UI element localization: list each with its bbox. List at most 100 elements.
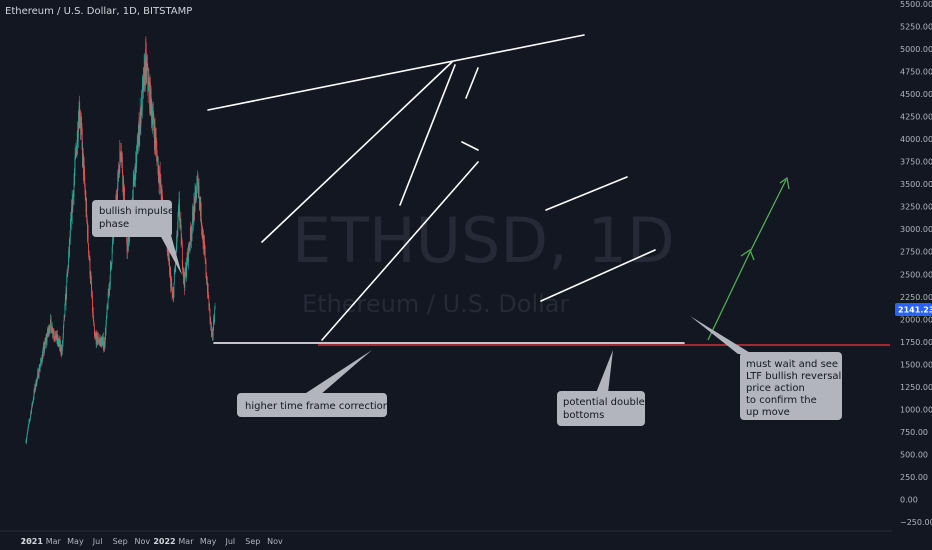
y-tick-label: 5250.00 [900,23,932,32]
candle-body [173,283,175,298]
candle-body [41,361,43,363]
price-tag: 2141.23 [895,303,932,316]
y-tick-label: −250.00 [900,518,932,527]
y-tick-label: 1750.00 [900,338,932,347]
candle-body [138,123,140,137]
candle-body [197,175,199,191]
candle-body [176,231,178,244]
candle-body [117,169,119,183]
watermark-name: Ethereum / U.S. Dollar [302,290,569,318]
callout-correction-pointer [303,350,372,395]
candle-body [150,89,152,113]
flag-upper-line[interactable] [545,176,628,211]
candle-body [49,328,50,331]
candle-body [194,191,196,211]
callout-double-bottom[interactable]: potential double bottoms [557,350,645,426]
candle-body [153,123,155,132]
candle-body [101,339,103,347]
callout-wait-line-2: LTF bullish reversal [746,371,841,382]
y-tick-label: 3500.00 [900,180,932,189]
candle-body [169,270,171,276]
candle-body [212,331,213,336]
candle-body [99,340,100,342]
callout-wait[interactable]: must wait and see LTF bullish reversal p… [690,316,842,420]
y-tick-label: 5500.00 [900,0,932,9]
candle-body [104,341,105,348]
candle-body [192,210,194,223]
candle-body [123,176,124,195]
candle-body [47,331,49,334]
candle-body [187,258,188,262]
candle-body [191,232,192,240]
callout-wait-box [740,352,842,420]
candle-body [167,256,169,259]
candle-body [87,228,89,237]
watermark-symbol: ETHUSD, 1D [292,204,675,277]
candle-body [205,260,207,274]
candle-body [180,219,182,226]
candle-body [171,283,173,290]
callout-bullish-pointer [160,235,182,275]
candle-body [136,144,138,153]
candle-body [209,303,210,309]
projection-arrow[interactable] [707,176,790,341]
candle-body [83,153,84,175]
wave-line-3[interactable] [461,141,479,151]
candle-body [116,197,117,202]
candle-body [151,112,153,126]
candle-body [137,147,139,154]
y-tick-label: 4750.00 [900,68,932,77]
candle-body [148,82,150,85]
callout-wait-line-3: price action [746,383,805,394]
wave-line-1[interactable] [399,64,456,206]
y-tick-label: 2750.00 [900,248,932,257]
candle-body [182,263,184,270]
candle-body [77,137,79,144]
callout-bullish[interactable]: bullish impulse phase [92,200,182,275]
candle-body [200,204,202,224]
candle-body [175,264,176,267]
channel-line-1[interactable] [261,61,453,243]
candle-body [87,222,88,237]
candle-body [149,82,151,113]
candle-body [42,351,44,359]
candle-body [43,345,45,348]
candle-body [85,203,87,212]
y-tick-label: 4000.00 [900,135,932,144]
callout-correction[interactable]: higher time frame correction [237,350,389,417]
candle-body [151,100,152,117]
candle-body [155,138,157,142]
candle-body [193,202,195,204]
upper-trendline[interactable] [207,34,585,111]
candle-body [200,204,202,216]
candle-body [188,248,190,250]
candle-body [40,358,42,363]
flag-lower-line[interactable] [540,249,656,302]
candle-body [182,269,184,271]
candle-body [201,228,203,231]
candle-body [75,149,77,151]
candle-body [101,340,103,347]
candle-body [67,267,69,273]
candle-body [99,339,101,342]
candle-body [213,321,215,324]
candle-body [98,341,100,343]
y-axis[interactable]: 5500.00 5250.00 5000.00 4750.00 4500.00 4250.… [900,0,932,527]
x-tick-label: 2022 [153,537,175,546]
candle-body [147,83,149,91]
candle-body [77,122,79,138]
candle-body [119,149,121,173]
candle-body [68,256,69,268]
candle-body [212,331,214,335]
candle-body [195,192,197,200]
candle-body [112,234,114,243]
candle-body [66,274,68,278]
wave-line-2[interactable] [465,67,479,99]
candle-body [85,197,86,199]
channel-line-2[interactable] [321,161,479,341]
candle-body [48,326,49,332]
x-tick-label: Jul [92,537,103,546]
candle-body [93,319,94,323]
